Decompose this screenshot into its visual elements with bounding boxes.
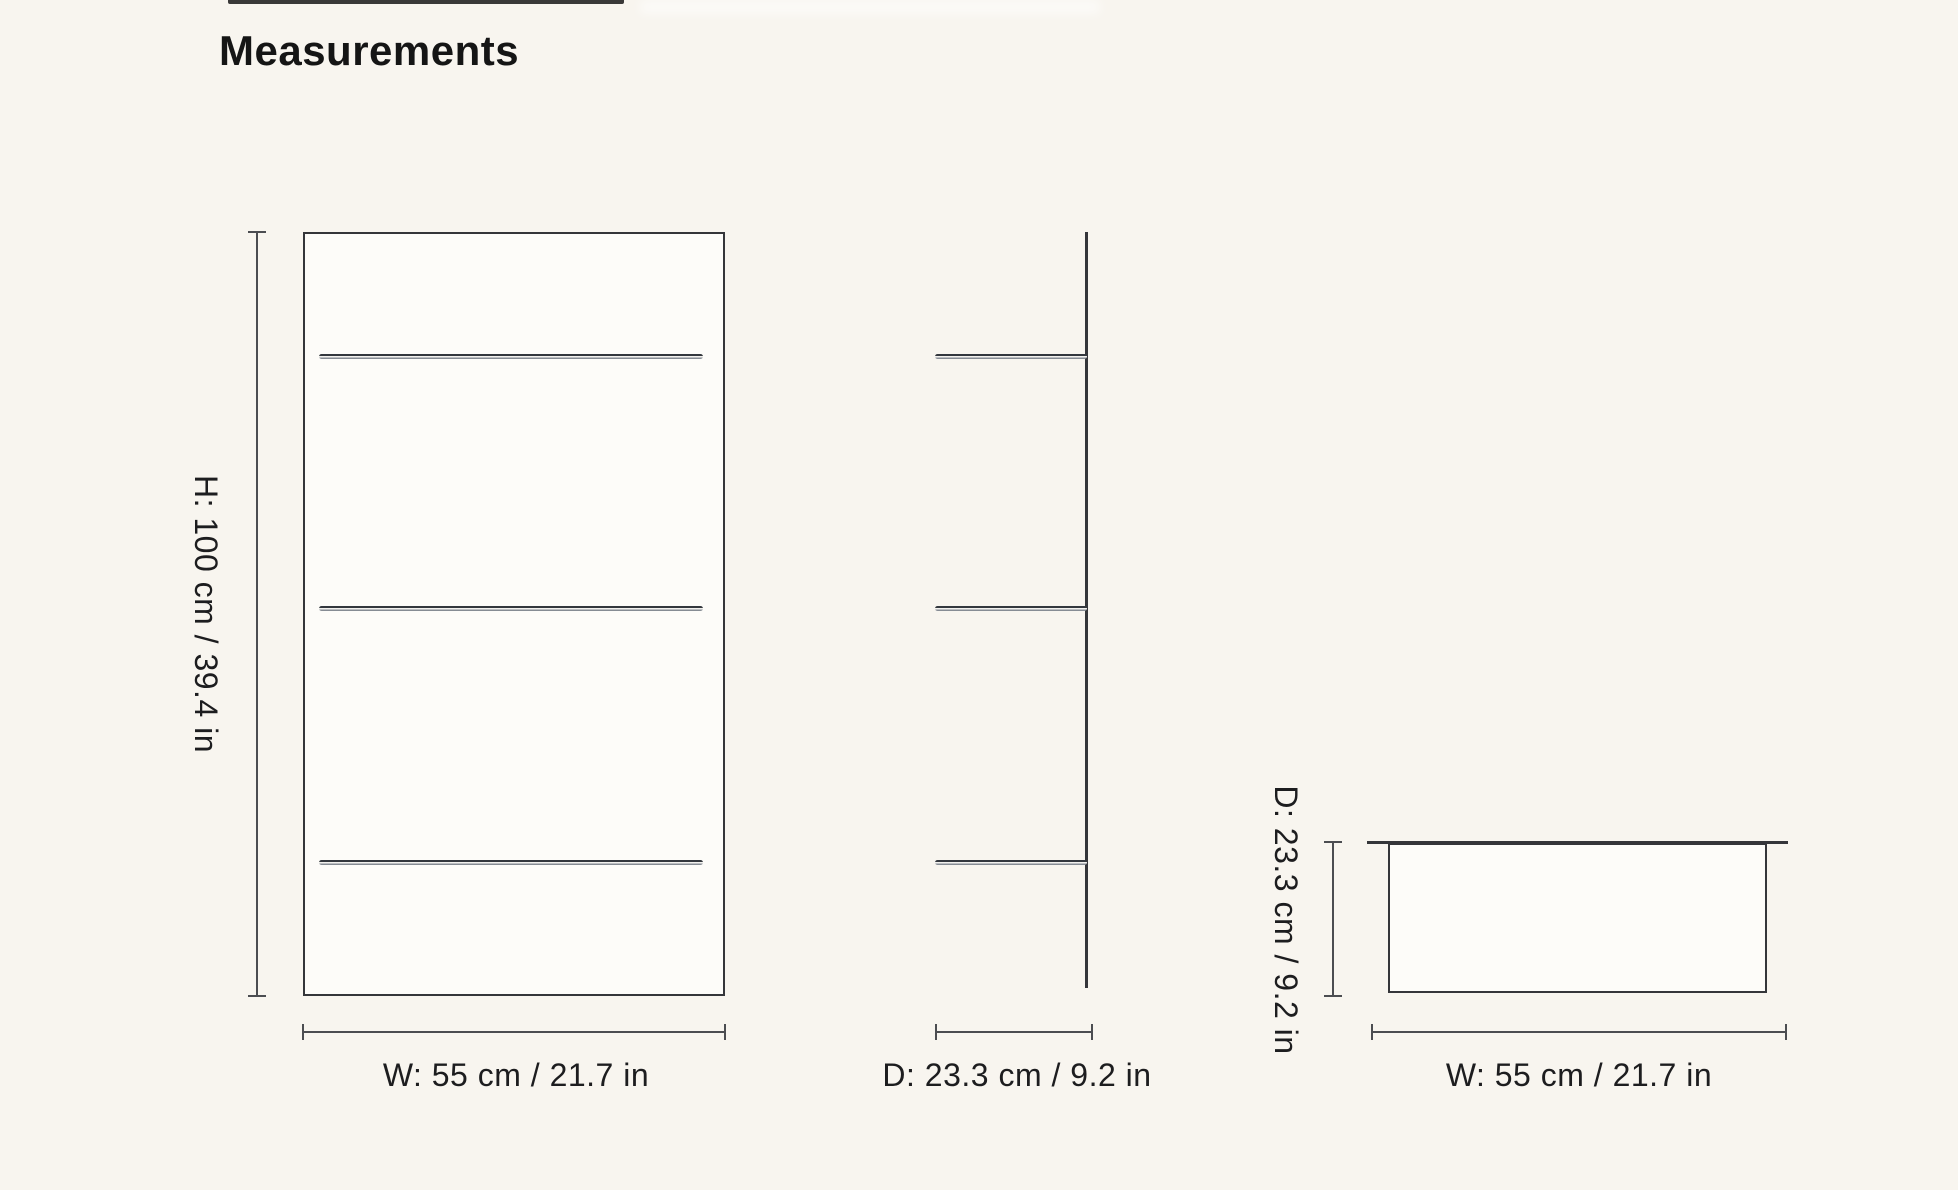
front-shelf-line	[319, 606, 703, 611]
front-outline	[303, 232, 725, 996]
top-depth-dimension-line	[1332, 842, 1334, 996]
front-width-dimension-line	[303, 1031, 725, 1033]
screenshot-edge-artifact	[228, 0, 624, 4]
top-depth-dimension-label: D: 23.3 cm / 9.2 in	[1268, 785, 1304, 1055]
height-dimension-label: H: 100 cm / 39.4 in	[188, 474, 224, 754]
side-shelf-line	[935, 354, 1087, 359]
screenshot-edge-highlight	[640, 0, 1100, 14]
side-depth-dimension-line	[936, 1031, 1092, 1033]
front-shelf-line	[319, 860, 703, 865]
top-back-panel-line	[1367, 841, 1788, 844]
height-dimension-line	[256, 232, 258, 996]
top-outline	[1388, 843, 1767, 993]
side-depth-dimension-label: D: 23.3 cm / 9.2 in	[882, 1057, 1152, 1093]
side-shelf-line	[935, 860, 1087, 865]
side-shelf-line	[935, 606, 1087, 611]
page-title: Measurements	[219, 27, 520, 74]
front-width-dimension-label: W: 55 cm / 21.7 in	[382, 1057, 650, 1093]
front-shelf-line	[319, 354, 703, 359]
top-width-dimension-line	[1372, 1031, 1786, 1033]
top-width-dimension-label: W: 55 cm / 21.7 in	[1445, 1057, 1713, 1093]
